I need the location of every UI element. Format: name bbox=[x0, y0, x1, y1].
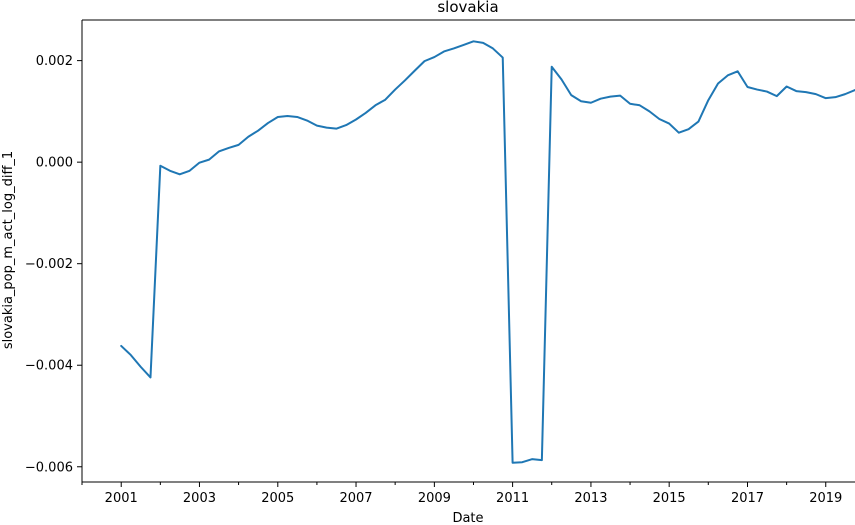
x-tick-label: 2005 bbox=[261, 491, 294, 506]
x-tick-label: 2013 bbox=[574, 491, 607, 506]
y-tick-label: −0.006 bbox=[25, 460, 73, 475]
y-tick-label: −0.004 bbox=[25, 359, 73, 374]
y-axis-ticks: 0.002 0.000 −0.002 −0.004 −0.006 bbox=[25, 54, 82, 475]
x-tick-label: 2011 bbox=[496, 491, 529, 506]
x-tick-label: 2017 bbox=[731, 491, 764, 506]
x-tick-label: 2001 bbox=[105, 491, 138, 506]
y-tick-label: 0.000 bbox=[36, 156, 73, 171]
x-axis-ticks: 2001 2003 2005 2007 2009 2011 2013 2015 2017 2019 bbox=[81, 482, 842, 506]
x-axis-label: Date bbox=[452, 511, 483, 525]
x-tick-label: 2009 bbox=[418, 491, 451, 506]
x-tick-label: 2019 bbox=[809, 491, 842, 506]
y-tick-label: −0.002 bbox=[25, 257, 73, 272]
x-tick-label: 2007 bbox=[339, 491, 372, 506]
y-tick-label: 0.002 bbox=[36, 54, 73, 69]
plot-area bbox=[81, 19, 855, 483]
x-tick-label: 2015 bbox=[653, 491, 686, 506]
y-axis-label: slovakia_pop_m_act_log_diff_1 bbox=[1, 151, 16, 349]
chart-title: slovakia bbox=[437, 0, 498, 16]
series-line-0 bbox=[120, 40, 855, 464]
x-tick-label: 2003 bbox=[183, 491, 216, 506]
